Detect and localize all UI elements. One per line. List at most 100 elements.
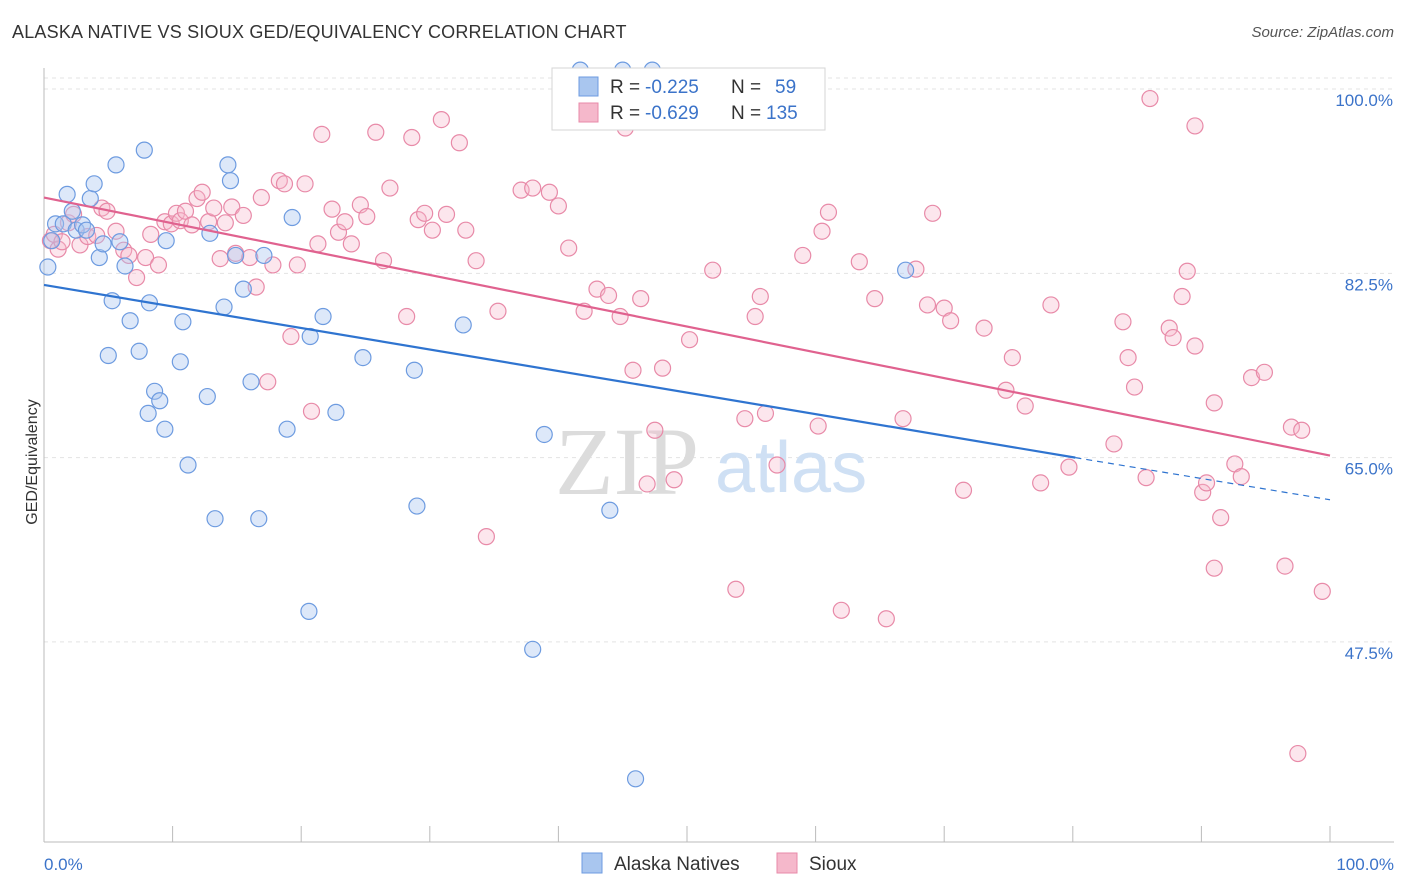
sioux-point-38 [270, 172, 288, 190]
alaska-point-46 [327, 403, 345, 421]
sioux-point-13 [120, 246, 138, 265]
sioux-point-118 [1164, 328, 1182, 347]
sioux-point-138 [1141, 89, 1159, 108]
alaska-point-33 [215, 298, 233, 316]
alaska-point-14 [107, 156, 125, 174]
sioux-point-82 [680, 331, 699, 349]
alaska-point-52 [535, 425, 553, 444]
sioux-point-112 [1105, 435, 1123, 453]
y-tick-label-1: 65.0% [1345, 460, 1393, 479]
sioux-point-64 [467, 252, 485, 270]
alaska-point-30 [201, 224, 219, 242]
sioux-point-49 [342, 235, 360, 253]
sioux-point-91 [809, 417, 827, 435]
sioux-point-47 [329, 223, 348, 241]
sioux-point-133 [1293, 421, 1311, 439]
sioux-point-66 [489, 302, 507, 320]
sioux-point-45 [313, 125, 331, 143]
sioux-point-93 [819, 203, 838, 221]
watermark: ZIP atlas [555, 408, 867, 515]
sioux-point-101 [924, 204, 942, 222]
sioux-point-131 [1282, 418, 1301, 436]
alaska-point-49 [408, 497, 426, 515]
sioux-point-121 [1186, 337, 1204, 355]
alaska-point-31 [198, 387, 216, 406]
sioux-point-59 [423, 221, 441, 239]
sioux-point-25 [193, 183, 211, 201]
sioux-point-79 [646, 421, 664, 439]
y-axis-title: GED/Equivalency [24, 399, 41, 524]
sioux-point-108 [1016, 397, 1034, 415]
sioux-point-97 [877, 610, 895, 628]
sioux-point-135 [1186, 117, 1204, 135]
trend-lines [43, 196, 1331, 501]
sioux-point-88 [756, 404, 775, 423]
alaska-trend-line [43, 283, 1076, 459]
sioux-point-92 [813, 222, 831, 240]
sioux-point-71 [560, 239, 578, 257]
sioux-point-29 [216, 214, 234, 232]
alaska-point-9 [81, 189, 99, 208]
sioux-point-87 [751, 287, 769, 306]
sioux-point-34 [247, 278, 265, 296]
alaska-point-50 [454, 316, 472, 334]
legend-swatch-blue [578, 76, 599, 97]
sioux-point-127 [1232, 467, 1250, 486]
sioux-point-90 [794, 246, 812, 265]
sioux-point-62 [450, 134, 468, 152]
sioux-point-123 [1197, 474, 1216, 492]
sioux-point-80 [653, 359, 672, 377]
sioux-point-130 [1276, 557, 1294, 575]
sioux-point-44 [309, 235, 327, 253]
chart-source: Source: ZipAtlas.com [1251, 24, 1394, 41]
sioux-point-129 [1255, 363, 1274, 381]
sioux-point-57 [409, 211, 427, 229]
sioux-point-136 [1205, 559, 1223, 577]
alaska-point-11 [90, 248, 108, 267]
sioux-point-119 [1173, 287, 1191, 306]
legend-r-value-pink: -0.629 [645, 103, 699, 124]
sioux-point-41 [288, 256, 306, 274]
y-tick-label-0: 47.5% [1345, 644, 1393, 663]
sioux-point-111 [1060, 458, 1078, 476]
alaska-point-32 [206, 510, 224, 528]
sioux-point-74 [599, 286, 618, 305]
sioux-point-17 [149, 256, 168, 274]
alaska-point-58 [601, 501, 619, 519]
watermark-atlas: atlas [715, 428, 867, 508]
sioux-point-35 [252, 188, 270, 207]
alaska-point-48 [405, 361, 423, 379]
sioux-point-110 [1042, 296, 1060, 314]
series-legend-label-alaska: Alaska Natives [614, 854, 740, 875]
sioux-point-100 [918, 296, 937, 314]
alaska-point-12 [94, 235, 112, 253]
sioux-point-134 [1313, 582, 1331, 600]
sioux-point-70 [549, 197, 568, 215]
sioux-point-98 [894, 410, 912, 428]
sioux-point-89 [768, 456, 786, 474]
alaska-point-29 [179, 456, 197, 474]
alaska-point-56 [897, 261, 915, 279]
sioux-point-78 [638, 475, 656, 493]
alaska-point-20 [135, 141, 153, 159]
sioux-point-68 [524, 179, 542, 197]
sioux-point-76 [624, 361, 642, 379]
alaska-point-23 [145, 382, 164, 400]
sioux-point-95 [850, 253, 868, 271]
alaska-point-57 [626, 770, 645, 788]
sioux-point-128 [1242, 369, 1261, 387]
series-legend-swatch-sioux [776, 852, 798, 874]
legend-r-label-blue: R = [610, 77, 640, 98]
sioux-point-84 [727, 580, 745, 598]
alaska-point-5 [63, 202, 81, 220]
alaska-point-41 [278, 420, 296, 438]
sioux-point-69 [540, 183, 558, 201]
sioux-point-65 [477, 528, 495, 546]
sioux-point-28 [211, 250, 229, 268]
alaska-point-8 [77, 221, 96, 239]
legend-n-label-blue: N = [731, 77, 761, 98]
sioux-point-113 [1114, 313, 1132, 331]
alaska-point-19 [130, 342, 148, 360]
sioux-point-14 [127, 268, 146, 287]
